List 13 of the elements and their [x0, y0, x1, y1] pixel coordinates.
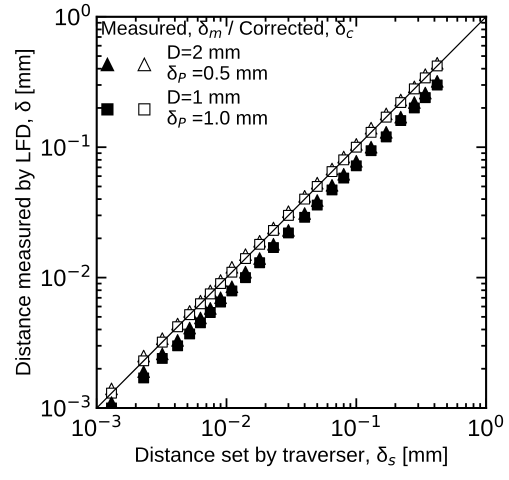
x-tick-label: 10$^{−1}$ [332, 414, 380, 436]
y-tick-label: 10$^{−3}$ [42, 395, 90, 417]
y-tick-label: 10$^{0}$ [56, 4, 90, 26]
x-tick-label: 10$^{−3}$ [72, 414, 120, 436]
y-tick-label: 10$^{−2}$ [42, 264, 90, 286]
x-tick-label: 10$^{−2}$ [202, 414, 250, 436]
y-axis-title: Distance measured by LFD, δ [mm] [15, 50, 35, 375]
x-axis-title: Distance set by traverser, δ$_{s}$ [mm] [136, 446, 447, 466]
legend-label: D=2 mm δ$_{P}$ =0.5 mm [168, 45, 267, 83]
y-tick-label: 10$^{−1}$ [42, 134, 90, 156]
legend-title: Measured, δ$_{m}$ / Corrected, δ$_{c}$ [102, 20, 354, 38]
legend-label: D=1 mm δ$_{P}$ =1.0 mm [168, 90, 267, 128]
x-tick-label: 10$^{0}$ [469, 414, 504, 436]
